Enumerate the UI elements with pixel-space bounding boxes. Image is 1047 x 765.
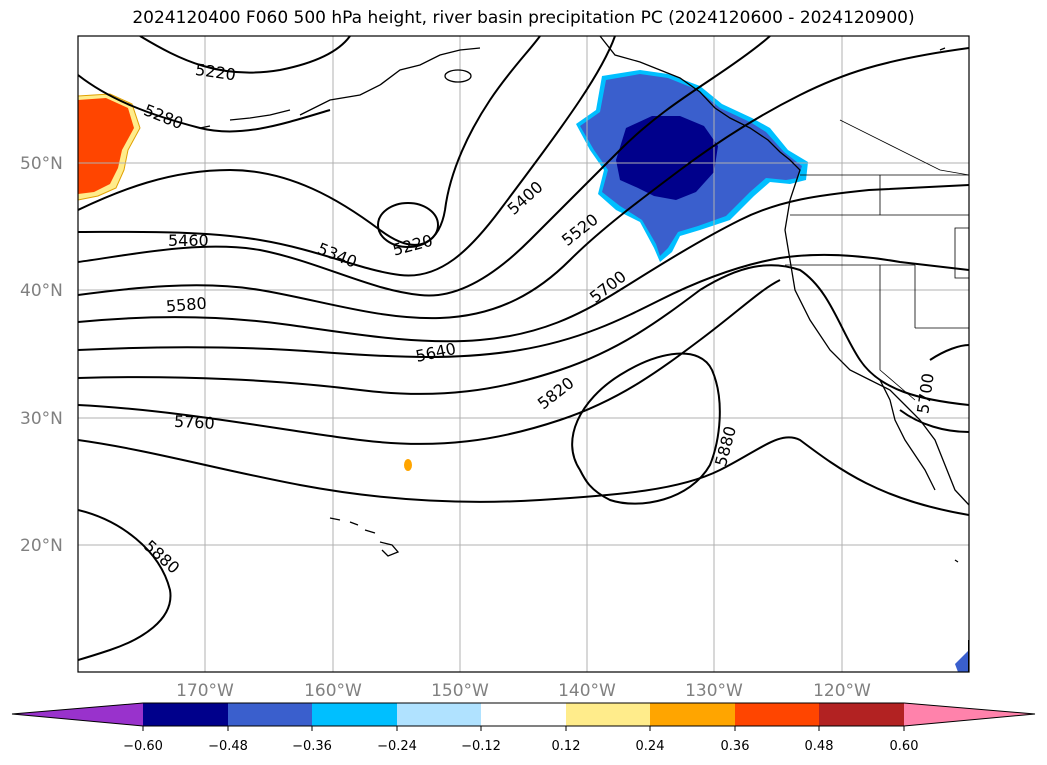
map-frame <box>77 35 970 673</box>
colorbar-label: −0.48 <box>208 739 248 754</box>
longitude-labels: 170°W 160°W 150°W 140°W 130°W 120°W <box>176 681 871 701</box>
colorbar-segment <box>650 703 735 726</box>
colorbar-segment <box>397 703 481 726</box>
colorbar-label: −0.60 <box>123 739 163 754</box>
colorbar-segment <box>735 703 819 726</box>
colorbar-label: 0.24 <box>636 739 665 754</box>
colorbar-segment-min <box>12 703 143 726</box>
small-positive-anomaly <box>404 459 412 471</box>
contour-label: 5460 <box>168 231 209 250</box>
lon-label: 160°W <box>304 681 362 701</box>
lat-label: 50°N <box>20 154 63 174</box>
lon-label: 170°W <box>176 681 234 701</box>
corner-negative-anomaly <box>955 650 969 672</box>
political-boundaries <box>785 119 969 401</box>
contour-label: 5760 <box>174 412 216 433</box>
colorbar-label: −0.12 <box>461 739 501 754</box>
lon-label: 130°W <box>685 681 743 701</box>
lon-label: 150°W <box>431 681 489 701</box>
latitude-labels: 50°N 40°N 30°N 20°N <box>20 154 63 556</box>
coastlines <box>199 36 969 563</box>
colorbar-segment <box>481 703 566 726</box>
colorbar-segment-max <box>904 703 1035 726</box>
lat-label: 30°N <box>20 409 63 429</box>
colorbar-segment <box>143 703 228 726</box>
contour-label: 5580 <box>165 294 207 316</box>
lat-label: 40°N <box>20 281 63 301</box>
colorbar-label: 0.36 <box>721 739 750 754</box>
colorbar-ticks <box>142 726 905 731</box>
colorbar-label: −0.36 <box>292 739 332 754</box>
lon-label: 120°W <box>813 681 871 701</box>
colorbar: −0.60 −0.48 −0.36 −0.24 −0.12 0.12 0.24 … <box>11 702 1036 754</box>
colorbar-label: −0.24 <box>377 739 417 754</box>
colorbar-segment <box>819 703 904 726</box>
ocean-background <box>78 36 969 672</box>
colorbar-segment <box>228 703 312 726</box>
map-title: 2024120400 F060 500 hPa height, river ba… <box>132 8 915 28</box>
lat-label: 20°N <box>20 536 63 556</box>
negative-anomaly-core <box>616 116 718 200</box>
colorbar-label: 0.12 <box>552 739 581 754</box>
lon-label: 140°W <box>558 681 616 701</box>
positive-anomaly-core <box>78 98 134 194</box>
colorbar-label: 0.60 <box>890 739 919 754</box>
colorbar-label: 0.48 <box>805 739 834 754</box>
height-contours <box>78 36 969 672</box>
map-area: 5220 5280 5220 5340 5400 5460 5520 5580 … <box>78 36 969 672</box>
colorbar-segment <box>566 703 650 726</box>
colorbar-segment <box>312 703 397 726</box>
